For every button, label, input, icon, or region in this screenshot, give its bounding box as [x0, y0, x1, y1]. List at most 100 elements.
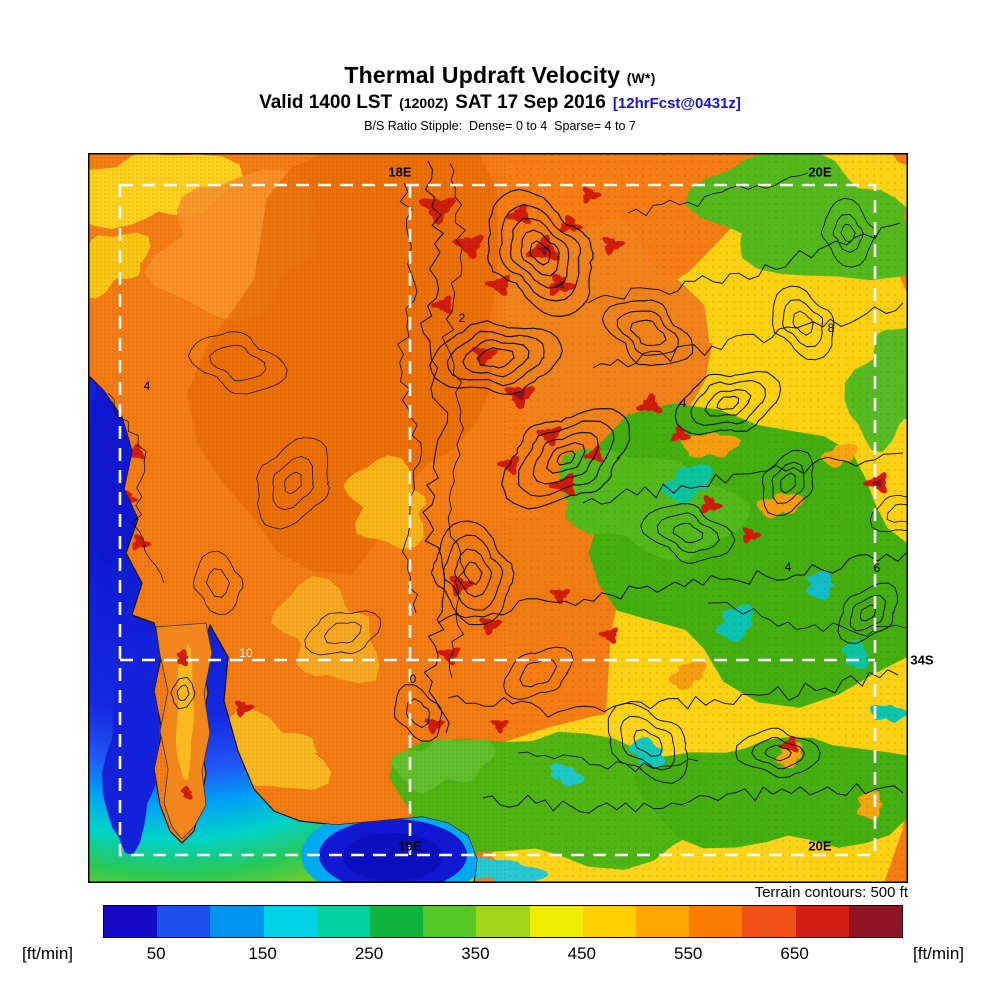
- domain-box-dashed: [118, 183, 877, 857]
- terrain-contour: [509, 217, 570, 289]
- colorbar-segment: [689, 906, 743, 937]
- colorbar: [103, 905, 903, 938]
- terrain-contour: [601, 299, 694, 367]
- terrain-contour: [209, 344, 267, 382]
- colorbar-tick-label: 650: [780, 944, 809, 963]
- colorbar-tick-label: 550: [674, 944, 703, 963]
- terrain-contour: [556, 450, 576, 466]
- title-unit: (W*): [626, 70, 656, 86]
- colorbar-segment: [316, 906, 371, 937]
- terrain-contour: [463, 561, 484, 585]
- terrain-contour: [284, 471, 302, 495]
- terrain-contour: [792, 310, 814, 336]
- graticule: [118, 183, 877, 857]
- lat-label-34s: 34S: [910, 652, 934, 668]
- terrain-contour: [656, 512, 720, 554]
- colorbar-segment: [263, 906, 317, 937]
- terrain-note: Terrain contours: 500 ft: [754, 884, 908, 901]
- terrain-contour: [437, 552, 907, 624]
- red-lift-spot: [180, 785, 193, 800]
- page-title: Thermal Updraft Velocity (W*): [0, 62, 1000, 89]
- colorbar-segment: [370, 906, 424, 937]
- terrain-contour: [761, 449, 814, 516]
- header: Thermal Updraft Velocity (W*) Valid 1400…: [0, 62, 1000, 133]
- terrain-contours: [107, 160, 908, 814]
- terrain-contour: [592, 302, 904, 369]
- terrain-contour: [170, 676, 196, 710]
- terrain-contour: [519, 659, 558, 688]
- terrain-contour: [405, 698, 431, 728]
- terrain-contour: [447, 669, 899, 718]
- terrain-contour: [607, 702, 689, 784]
- map-frame: [88, 153, 908, 883]
- terrain-contour: [532, 431, 599, 485]
- terrain-contour: [193, 550, 244, 615]
- terrain-contour: [751, 736, 806, 770]
- colorbar-segment: [423, 906, 477, 937]
- terrain-contour: [735, 727, 821, 779]
- terrain-contour: [187, 331, 288, 395]
- terrain-contour: [640, 503, 736, 564]
- terrain-contour: [674, 370, 782, 436]
- terrain-contour: [704, 389, 752, 417]
- terrain-contour: [503, 646, 574, 701]
- terrain-contour: [205, 568, 231, 598]
- terrain-contour: [832, 214, 864, 253]
- terrain-contour: [501, 407, 631, 510]
- colorbar-segment: [582, 906, 637, 937]
- terrain-contour: [107, 392, 165, 584]
- colorbar-segment: [529, 906, 583, 937]
- colorbar-segment: [795, 906, 849, 937]
- terrain-contour: [587, 222, 901, 304]
- valid-zulu: (1200Z): [399, 95, 449, 111]
- terrain-contour: [633, 729, 663, 757]
- terrain-contour: [420, 160, 450, 734]
- terrain-contour: [629, 319, 667, 347]
- title-text: Thermal Updraft Velocity: [344, 62, 621, 88]
- terrain-contour: [304, 610, 381, 656]
- terrain-contour: [462, 339, 530, 378]
- terrain-contour: [498, 203, 581, 302]
- terrain-contour: [716, 395, 740, 411]
- valid-line: Valid 1400 LST (1200Z) SAT 17 Sep 2016 […: [0, 92, 1000, 114]
- colorbar-tick-label: 50: [146, 944, 166, 963]
- terrain-contour: [690, 379, 766, 426]
- deep-water: [102, 655, 160, 855]
- terrain-contour: [176, 684, 190, 702]
- terrain-contour: [482, 782, 904, 814]
- terrain-contour: [393, 684, 443, 742]
- terrain-contour: [820, 197, 876, 268]
- terrain-contour: [837, 582, 899, 645]
- terrain-contour: [672, 522, 704, 544]
- terrain-contour: [707, 601, 907, 637]
- terrain-contour: [546, 441, 586, 474]
- colorbar-segment: [636, 906, 690, 937]
- terrain-contour: [477, 347, 515, 369]
- false-bay-core: [343, 833, 443, 881]
- colorbar-segment: [157, 906, 211, 937]
- colorbar-tick-label: 250: [354, 944, 384, 963]
- terrain-contour: [764, 744, 793, 762]
- unit-label-right: [ft/min]: [913, 944, 965, 963]
- colorbar-segment: [104, 906, 158, 937]
- colorbar-segment: [848, 906, 903, 937]
- terrain-contour: [771, 461, 805, 504]
- red-lift-spot: [176, 649, 189, 667]
- colorbar-tick-label: 350: [461, 944, 490, 963]
- colorbar-segment: [476, 906, 530, 937]
- terrain-contour: [627, 172, 809, 217]
- forecast-map: [88, 153, 908, 883]
- terrain-contour: [454, 548, 493, 598]
- terrain-contour: [520, 229, 561, 277]
- terrain-contour: [529, 240, 551, 266]
- terrain-contour: [517, 420, 615, 497]
- colorbar-tick-label: 450: [567, 944, 596, 963]
- bs-ratio-stipple: [88, 153, 908, 883]
- valid-date: SAT 17 Sep 2016: [455, 92, 606, 113]
- terrain-contour: [782, 299, 824, 348]
- stipple-note: B/S Ratio Stipple: Dense= 0 to 4 Sparse=…: [364, 119, 636, 133]
- terrain-contour: [323, 621, 362, 644]
- terrain-contour: [256, 437, 330, 530]
- colorbar-segment: [210, 906, 264, 937]
